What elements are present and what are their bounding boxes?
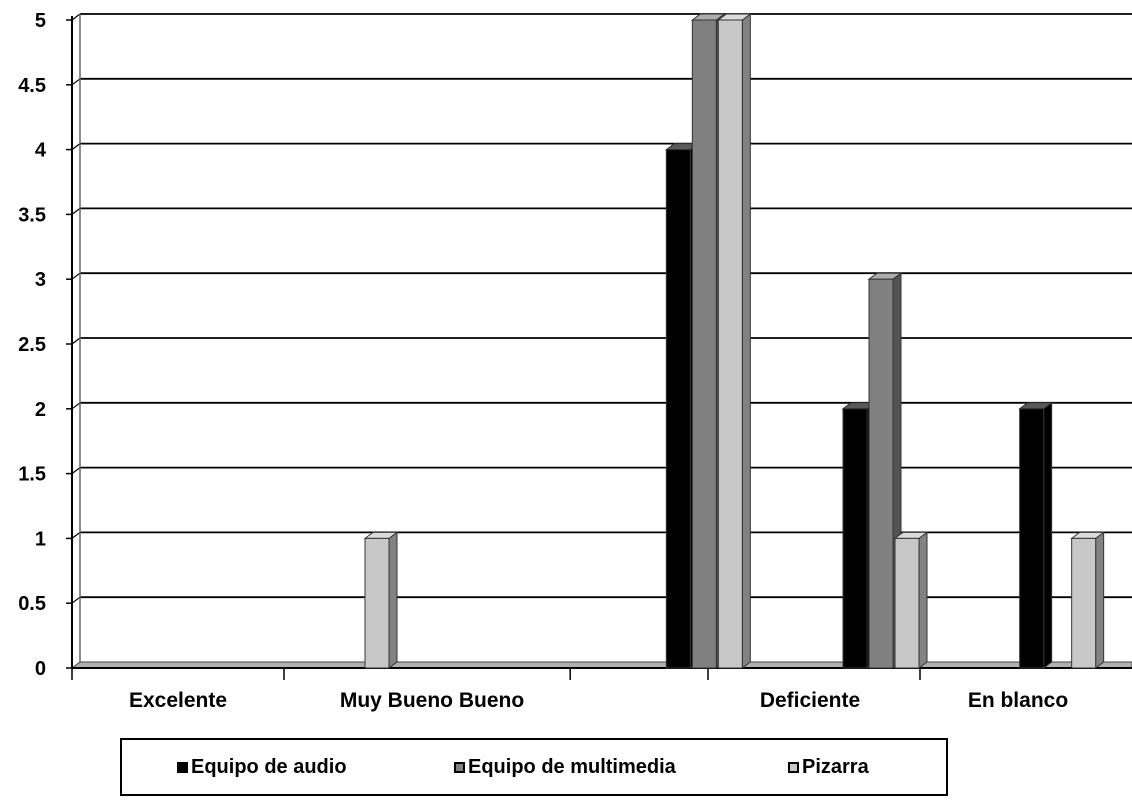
y-tick-label: 0.5 — [18, 593, 46, 615]
legend-item-multimedia: Equipo de multimedia — [454, 756, 676, 779]
bar-side — [1043, 401, 1053, 669]
legend: Equipo de audio Equipo de multimedia Piz… — [120, 738, 948, 796]
legend-item-pizarra: Pizarra — [788, 756, 869, 779]
y-tick-label: 0 — [35, 658, 46, 680]
legend-swatch-pizarra — [788, 762, 799, 773]
bars — [363, 13, 1106, 669]
x-axis-labels: Excelente Muy Bueno Bueno Deficiente En bla… — [129, 689, 1068, 712]
gridline-edge — [71, 402, 81, 410]
gridline-edge — [71, 531, 81, 539]
gridline-edge — [71, 272, 81, 280]
gridline-edge — [71, 13, 81, 21]
bar-side — [918, 531, 928, 669]
bar-side — [741, 13, 751, 669]
gridlines — [71, 13, 1132, 604]
bar-front — [842, 408, 868, 669]
bar-front — [1071, 537, 1097, 669]
gridline-edge — [71, 207, 81, 215]
y-tick-label: 4.5 — [18, 75, 46, 97]
y-tick-label: 2.5 — [18, 334, 46, 356]
gridline-edge — [71, 143, 81, 151]
y-tick-label: 1.5 — [18, 464, 46, 486]
bar-2-4 — [893, 531, 929, 669]
bar-front — [364, 537, 390, 669]
legend-item-audio: Equipo de audio — [177, 756, 347, 779]
legend-label-pizarra: Pizarra — [802, 756, 869, 778]
y-tick-label: 4 — [35, 140, 47, 162]
legend-swatch-audio — [177, 762, 188, 773]
y-tick-label: 3 — [35, 269, 46, 291]
y-tick-label: 1 — [35, 528, 46, 550]
x-tick-label: Muy Bueno Bueno — [340, 689, 524, 712]
x-tick-label: Deficiente — [760, 689, 860, 712]
bar-front — [868, 278, 894, 669]
x-tick-label: Excelente — [129, 689, 227, 712]
y-axis-ticks: 0 0.5 1 1.5 2 2.5 3 3.5 4 4.5 5 — [18, 10, 72, 680]
bar-side — [388, 531, 398, 669]
axes — [70, 14, 1132, 680]
bar-front — [1019, 408, 1045, 669]
bar-side — [1095, 531, 1105, 669]
gridline-edge — [71, 596, 81, 604]
bar-front — [665, 149, 691, 669]
bar-2-1 — [363, 531, 399, 669]
y-tick-label: 2 — [35, 399, 46, 421]
legend-label-multimedia: Equipo de multimedia — [468, 756, 676, 778]
bar-2-3 — [716, 13, 752, 669]
y-tick-label: 5 — [35, 10, 46, 32]
y-tick-label: 3.5 — [18, 204, 46, 226]
x-tick-label: En blanco — [968, 689, 1068, 712]
gridline-edge — [71, 337, 81, 345]
legend-label-audio: Equipo de audio — [191, 756, 347, 778]
gridline-edge — [71, 78, 81, 86]
bar-front — [717, 19, 743, 669]
bar-front — [691, 19, 717, 669]
bar-front — [894, 537, 920, 669]
bar-2-5 — [1070, 531, 1106, 669]
legend-swatch-multimedia — [454, 762, 465, 773]
bar-0-5 — [1018, 401, 1054, 669]
gridline-edge — [71, 467, 81, 475]
